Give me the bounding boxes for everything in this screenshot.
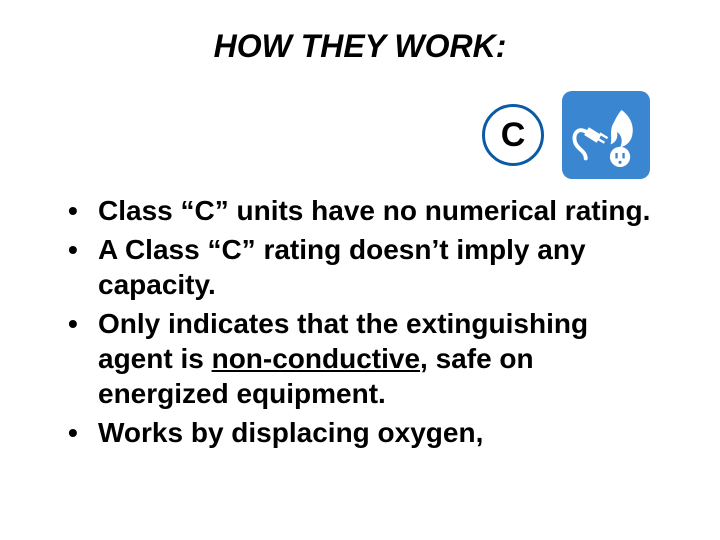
- electrical-plug-flame-icon: [562, 91, 650, 179]
- bullet-list: Class “C” units have no numerical rating…: [60, 193, 660, 450]
- list-item: A Class “C” rating doesn’t imply any cap…: [60, 232, 660, 302]
- bullet-text-underline: non-conductive: [212, 343, 420, 374]
- list-item: Works by displacing oxygen,: [60, 415, 660, 450]
- slide: HOW THEY WORK: C: [0, 0, 720, 540]
- bullet-text-pre: A Class “C” rating doesn’t imply any cap…: [98, 234, 586, 300]
- bullet-text-pre: Works by displacing oxygen,: [98, 417, 483, 448]
- list-item: Class “C” units have no numerical rating…: [60, 193, 660, 228]
- bullet-text-pre: Class “C” units have no numerical rating…: [98, 195, 650, 226]
- list-item: Only indicates that the extinguishing ag…: [60, 306, 660, 411]
- class-c-icon: C: [482, 104, 544, 166]
- class-c-letter: C: [501, 116, 526, 155]
- icons-row: C: [60, 91, 650, 179]
- slide-title: HOW THEY WORK:: [60, 28, 660, 65]
